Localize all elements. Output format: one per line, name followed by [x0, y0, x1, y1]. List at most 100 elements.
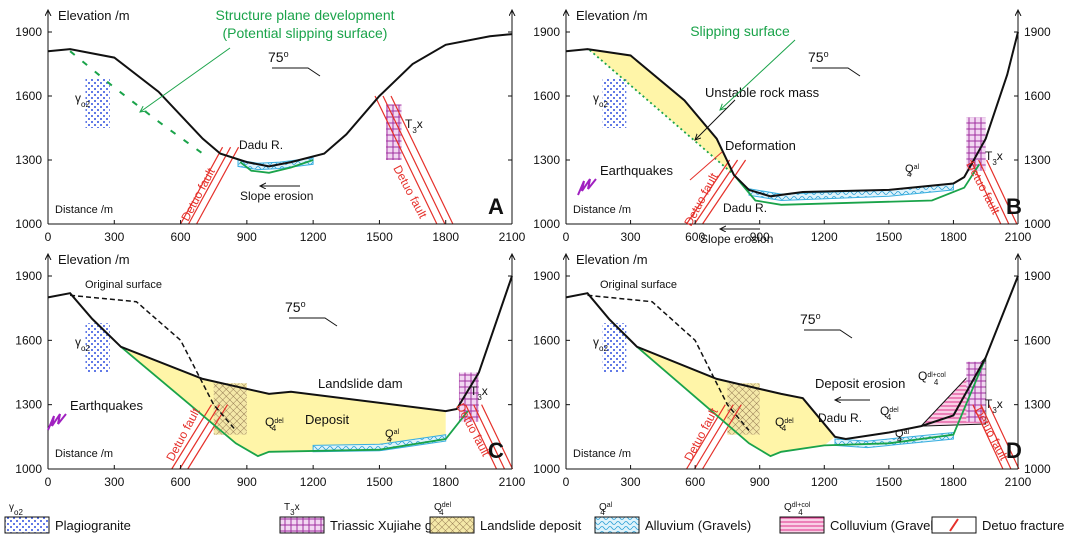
dip-label: 75o — [800, 311, 821, 327]
x-tick-label: 1500 — [876, 475, 903, 489]
symbol-triassic: T3x — [284, 502, 300, 517]
legend-label: Landslide deposit — [480, 518, 582, 533]
slope-erosion-label: Slope erosion — [240, 189, 313, 203]
x-tick-label: 1200 — [300, 230, 327, 244]
symbol-alluvium: Qal4 — [599, 502, 613, 517]
symbol-sup: al — [394, 429, 400, 436]
figure: 0 300 600 900 1200 1500 1800 2100 1000 1300 1600 19… — [0, 0, 1068, 548]
river-label: Dadu R. — [723, 201, 767, 215]
symbol-sub: 4 — [439, 508, 444, 517]
y-tick-label: 1300 — [533, 398, 560, 412]
x-tick-label: 900 — [237, 475, 257, 489]
symbol-sub: 4 — [907, 170, 912, 179]
original-surface-label: Original surface — [600, 279, 677, 291]
dip-label: 75o — [268, 49, 289, 65]
legend-swatch — [280, 517, 324, 533]
y-tick-label: 1300 — [15, 153, 42, 167]
pointer — [140, 48, 230, 112]
x-tick-label: 1500 — [366, 230, 393, 244]
x-tick-label: 900 — [237, 230, 257, 244]
x-tick-label: 600 — [685, 475, 705, 489]
panel-letter: A — [488, 194, 504, 219]
symbol-sup: al — [607, 502, 613, 509]
x-tick-label: 2100 — [1005, 230, 1032, 244]
y-tick-label: 1600 — [15, 333, 42, 347]
x-tick-label: 0 — [45, 230, 52, 244]
earthquake-icon — [48, 414, 66, 430]
x-axis-label: Distance /m — [573, 448, 631, 460]
symbol-sub: 4 — [272, 424, 277, 433]
x-tick-label: 600 — [171, 230, 191, 244]
x-tick-label: 900 — [750, 475, 770, 489]
x-tick-label: 300 — [621, 230, 641, 244]
original-surface-label: Original surface — [85, 279, 162, 291]
symbol-base: Q — [918, 369, 927, 383]
deposit-fill — [121, 347, 446, 456]
y-tick-label: 1000 — [1024, 462, 1051, 476]
x-tick-label: 600 — [171, 475, 191, 489]
symbol-deposit: Qdel4 — [434, 502, 452, 517]
y-tick-label: 1900 — [1024, 25, 1051, 39]
x-tick-label: 1200 — [811, 230, 838, 244]
legend-label: Detuo fracture — [982, 518, 1064, 533]
symbol-sub: o2 — [599, 100, 608, 109]
dip-value: 75 — [268, 49, 284, 65]
y-tick-label: 1900 — [533, 269, 560, 283]
dip-symbol — [804, 330, 852, 338]
panel-letter: B — [1006, 194, 1022, 219]
annotation: Deposit — [305, 412, 349, 427]
fault — [375, 96, 437, 224]
x-tick-label: 2100 — [499, 230, 526, 244]
deposit-hatch — [214, 383, 247, 434]
symbol-sup: al — [904, 429, 910, 436]
x-tick-label: 1200 — [811, 475, 838, 489]
symbol-sub: o2 — [81, 344, 90, 353]
deposit-hatch — [727, 383, 759, 434]
x-tick-label: 1200 — [300, 475, 327, 489]
earthquakes-label: Earthquakes — [70, 398, 143, 413]
symbol-deposit: Qdel4 — [880, 404, 899, 422]
y-tick-label: 1000 — [533, 217, 560, 231]
symbol-triassic: T3x — [405, 117, 423, 135]
annotation: (Potential slipping surface) — [223, 25, 388, 41]
symbol-sup: al — [914, 164, 920, 171]
dip-symbol — [812, 68, 860, 76]
legend-label: Plagiogranite — [55, 518, 131, 533]
symbol-sub: 4 — [887, 413, 892, 422]
x-tick-label: 1800 — [432, 475, 459, 489]
legend-swatch — [430, 517, 474, 533]
annotation: Unstable rock mass — [705, 85, 820, 100]
x-tick-label: 0 — [563, 230, 570, 244]
y-tick-label: 1000 — [533, 462, 560, 476]
dip-label: 75o — [808, 49, 829, 65]
annotation: Slipping surface — [690, 23, 790, 39]
symbol-sub: 4 — [897, 435, 902, 444]
y-tick-label: 1900 — [15, 269, 42, 283]
symbol-sub: o2 — [81, 100, 90, 109]
y-tick-label: 1600 — [533, 89, 560, 103]
symbol-sub: o2 — [599, 344, 608, 353]
dip-value: 75 — [800, 311, 816, 327]
earthquake-icon — [578, 179, 596, 195]
dip-label: 75o — [285, 299, 306, 315]
symbol-sub: 4 — [782, 424, 787, 433]
x-tick-label: 2100 — [499, 475, 526, 489]
annotation: Landslide dam — [318, 376, 403, 391]
symbol-granite: γo2 — [9, 502, 23, 517]
legend-label: Alluvium (Gravels) — [645, 518, 751, 533]
symbol-tail: x — [295, 502, 300, 513]
fault-label: Detuo fault — [390, 163, 430, 221]
dip-mark: o — [301, 299, 306, 309]
x-tick-label: 1800 — [940, 475, 967, 489]
x-axis-label: Distance /m — [55, 204, 113, 216]
dip-value: 75 — [808, 49, 824, 65]
x-tick-label: 1800 — [432, 230, 459, 244]
dip-mark: o — [284, 49, 289, 59]
y-tick-label: 1600 — [1024, 333, 1051, 347]
x-tick-label: 1800 — [940, 230, 967, 244]
x-tick-label: 0 — [563, 475, 570, 489]
legend-swatch — [780, 517, 824, 533]
dip-mark: o — [816, 311, 821, 321]
